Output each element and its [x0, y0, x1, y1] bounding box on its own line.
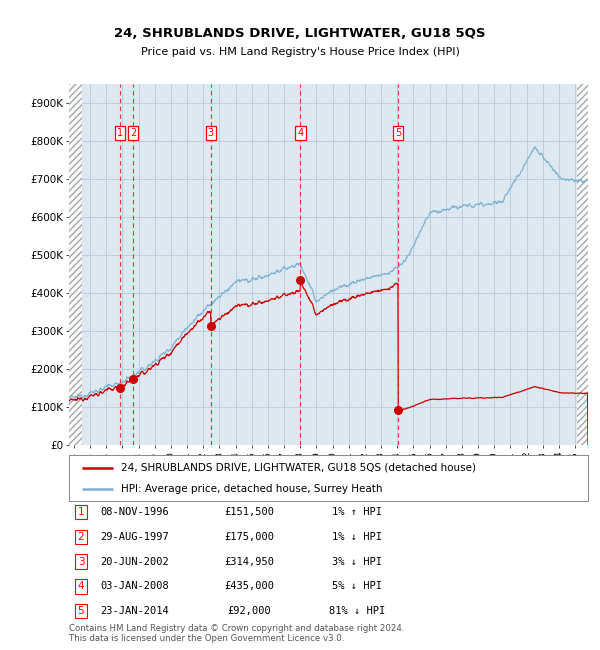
Text: 5% ↓ HPI: 5% ↓ HPI	[332, 581, 382, 592]
Text: £92,000: £92,000	[227, 606, 271, 616]
Text: 4: 4	[298, 128, 304, 138]
Text: 23-JAN-2014: 23-JAN-2014	[101, 606, 169, 616]
Text: 20-JUN-2002: 20-JUN-2002	[101, 556, 169, 567]
Text: 5: 5	[77, 606, 85, 616]
Text: 03-JAN-2008: 03-JAN-2008	[101, 581, 169, 592]
Text: 3% ↓ HPI: 3% ↓ HPI	[332, 556, 382, 567]
Text: £435,000: £435,000	[224, 581, 274, 592]
Text: HPI: Average price, detached house, Surrey Heath: HPI: Average price, detached house, Surr…	[121, 484, 382, 494]
Text: 4: 4	[77, 581, 85, 592]
Text: Contains HM Land Registry data © Crown copyright and database right 2024.: Contains HM Land Registry data © Crown c…	[69, 624, 404, 633]
Text: 3: 3	[77, 556, 85, 567]
Text: 29-AUG-1997: 29-AUG-1997	[101, 532, 169, 542]
Text: 08-NOV-1996: 08-NOV-1996	[101, 507, 169, 517]
Bar	[577, 84, 588, 445]
Text: 3: 3	[208, 128, 214, 138]
Text: £151,500: £151,500	[224, 507, 274, 517]
Text: 5: 5	[395, 128, 401, 138]
Text: 1% ↓ HPI: 1% ↓ HPI	[332, 532, 382, 542]
Text: 1: 1	[117, 128, 123, 138]
Bar	[69, 84, 82, 445]
Text: This data is licensed under the Open Government Licence v3.0.: This data is licensed under the Open Gov…	[69, 634, 344, 644]
Text: 2: 2	[77, 532, 85, 542]
Text: £175,000: £175,000	[224, 532, 274, 542]
Text: £314,950: £314,950	[224, 556, 274, 567]
Text: 24, SHRUBLANDS DRIVE, LIGHTWATER, GU18 5QS: 24, SHRUBLANDS DRIVE, LIGHTWATER, GU18 5…	[114, 27, 486, 40]
Text: 81% ↓ HPI: 81% ↓ HPI	[329, 606, 385, 616]
Text: 1: 1	[77, 507, 85, 517]
Text: 1% ↑ HPI: 1% ↑ HPI	[332, 507, 382, 517]
Text: 24, SHRUBLANDS DRIVE, LIGHTWATER, GU18 5QS (detached house): 24, SHRUBLANDS DRIVE, LIGHTWATER, GU18 5…	[121, 463, 476, 473]
Text: 2: 2	[130, 128, 136, 138]
Text: Price paid vs. HM Land Registry's House Price Index (HPI): Price paid vs. HM Land Registry's House …	[140, 47, 460, 57]
